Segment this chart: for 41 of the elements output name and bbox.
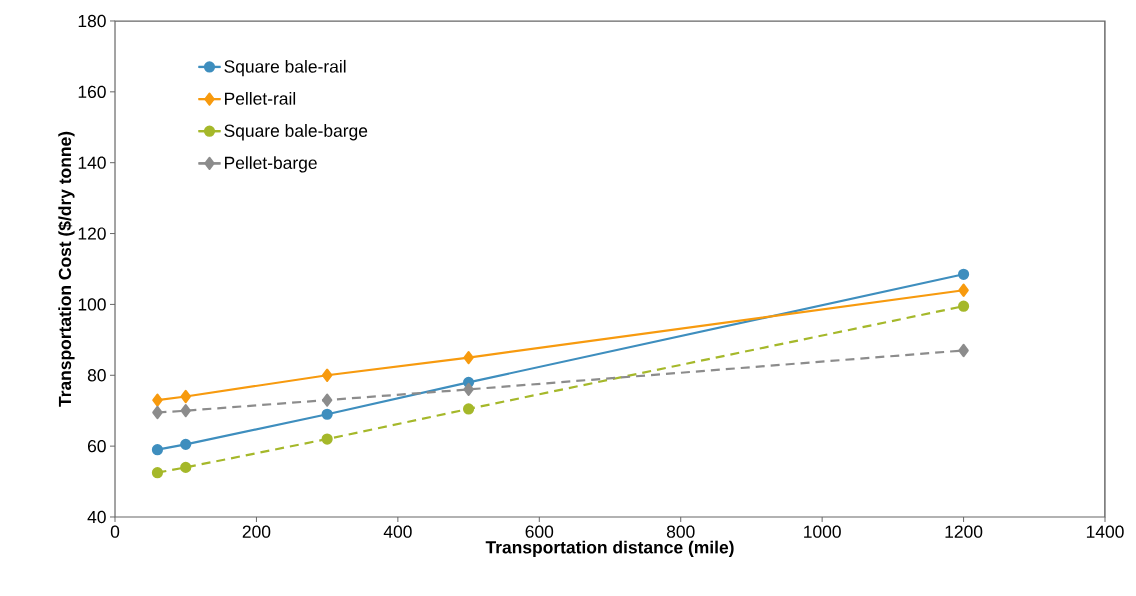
- point: [180, 389, 191, 404]
- legend-label: Square bale-barge: [224, 124, 368, 141]
- x-tick-label: 0: [110, 525, 120, 538]
- point: [957, 268, 970, 280]
- y-axis-title: Transportation Cost ($/dry tonne): [58, 131, 75, 407]
- point: [958, 283, 969, 297]
- y-tick-label: 40: [87, 510, 106, 524]
- point: [180, 461, 192, 473]
- point: [957, 300, 970, 312]
- x-axis-title: Transportation distance (mile): [485, 540, 734, 557]
- legend-label: Pellet-rail: [225, 92, 296, 105]
- point: [463, 382, 474, 397]
- y-tick-label: 100: [78, 298, 106, 311]
- point: [180, 438, 192, 450]
- x-tick-label: 400: [383, 525, 412, 538]
- point: [152, 393, 163, 407]
- point: [151, 444, 164, 456]
- legend-label: Pellet-barge: [225, 156, 317, 173]
- y-tick-label: 80: [87, 369, 106, 382]
- x-tick-label: 800: [666, 525, 695, 538]
- point: [321, 393, 333, 407]
- point: [321, 408, 333, 420]
- point: [321, 368, 333, 382]
- point: [151, 467, 164, 479]
- x-tick-label: 200: [242, 525, 271, 538]
- point: [958, 343, 969, 358]
- point: [180, 404, 191, 418]
- y-tick-label: 120: [78, 227, 106, 240]
- point: [321, 433, 333, 445]
- x-tick-label: 600: [525, 525, 554, 538]
- y-tick-label: 160: [78, 85, 106, 99]
- y-tick-label: 180: [78, 14, 106, 28]
- y-tick-label: 140: [78, 156, 106, 169]
- x-tick-label: 1400: [1086, 525, 1124, 538]
- x-tick-label: 1200: [945, 525, 983, 538]
- x-tick-label: 1000: [804, 525, 841, 538]
- point: [152, 405, 163, 420]
- legend-label: Square bale-rail: [224, 59, 346, 77]
- point: [462, 403, 475, 415]
- y-tick-label: 60: [87, 439, 106, 453]
- point: [463, 350, 474, 365]
